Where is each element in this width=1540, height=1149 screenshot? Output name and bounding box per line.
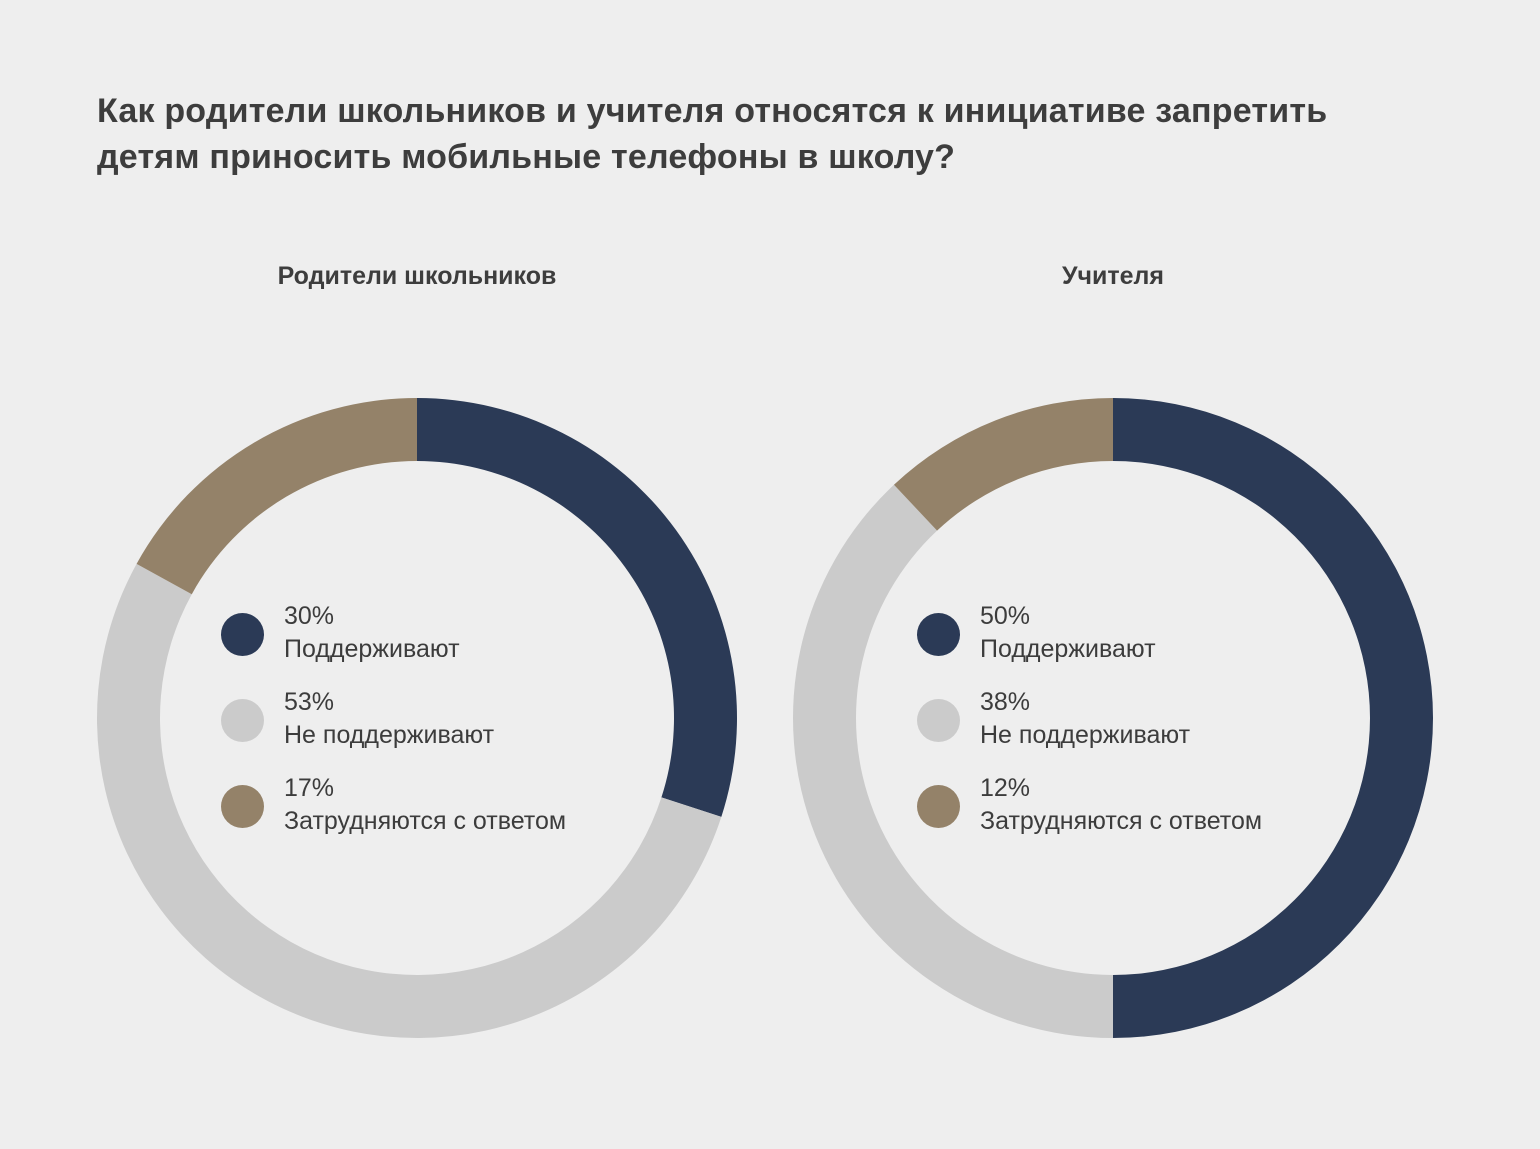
legend-label: Не поддерживают bbox=[980, 721, 1191, 749]
donut-slice-3 bbox=[136, 398, 418, 595]
legend: 30% Поддерживают 53% Не поддерживают 17%… bbox=[221, 600, 566, 858]
legend-label: Затрудняются с ответом bbox=[284, 807, 567, 835]
donut-slice-1 bbox=[417, 398, 737, 817]
chart-title: Учителя bbox=[1061, 262, 1165, 290]
legend: 50% Поддерживают 38% Не поддерживают 12%… bbox=[917, 600, 1262, 858]
donut-chart bbox=[96, 398, 737, 1039]
legend-value: 38% bbox=[980, 688, 1031, 716]
legend-item-support: 50% Поддерживают bbox=[917, 600, 1262, 686]
legend-label: Затрудняются с ответом bbox=[980, 807, 1263, 835]
teachers-chart: Учителя 50% Поддерживают 38% Не поддержи… bbox=[783, 262, 1443, 1062]
legend-value: 50% bbox=[980, 602, 1031, 630]
legend-swatch bbox=[221, 613, 264, 656]
donut-slice-2 bbox=[96, 563, 722, 1039]
page-title: Как родители школьников и учителя относя… bbox=[97, 92, 1328, 176]
parents-chart: Родители школьников 30% Поддерживают 53%… bbox=[87, 262, 747, 1062]
legend-value: 30% bbox=[284, 602, 335, 630]
legend-swatch bbox=[221, 785, 264, 828]
legend-value: 17% bbox=[284, 774, 335, 802]
legend-swatch bbox=[917, 785, 960, 828]
legend-label: Поддерживают bbox=[980, 635, 1156, 663]
donut-slice-2 bbox=[793, 484, 1113, 1038]
legend-label: Не поддерживают bbox=[284, 721, 495, 749]
legend-item-oppose: 53% Не поддерживают bbox=[221, 686, 566, 772]
legend-value: 12% bbox=[980, 774, 1031, 802]
legend-swatch bbox=[917, 699, 960, 742]
chart-title: Родители школьников bbox=[277, 262, 557, 290]
donut-slice-3 bbox=[893, 398, 1113, 531]
legend-label: Поддерживают bbox=[284, 635, 460, 663]
donut-slice-1 bbox=[1113, 398, 1433, 1038]
legend-value: 53% bbox=[284, 688, 335, 716]
legend-item-undecided: 17% Затрудняются с ответом bbox=[221, 772, 566, 858]
legend-item-undecided: 12% Затрудняются с ответом bbox=[917, 772, 1262, 858]
legend-swatch bbox=[917, 613, 960, 656]
legend-item-oppose: 38% Не поддерживают bbox=[917, 686, 1262, 772]
donut-chart bbox=[793, 398, 1433, 1038]
legend-swatch bbox=[221, 699, 264, 742]
legend-item-support: 30% Поддерживают bbox=[221, 600, 566, 686]
